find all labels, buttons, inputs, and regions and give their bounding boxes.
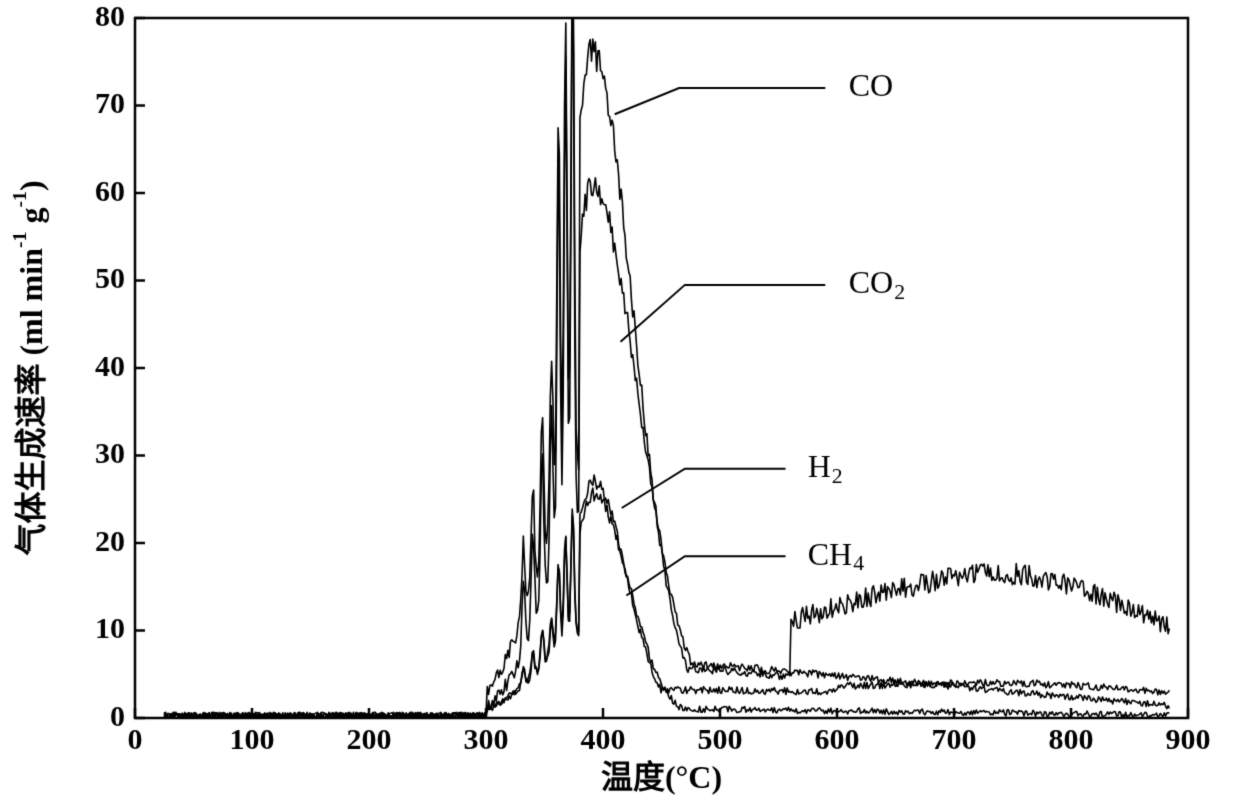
chart-container <box>0 0 1240 810</box>
gas-generation-rate-chart <box>0 0 1240 810</box>
